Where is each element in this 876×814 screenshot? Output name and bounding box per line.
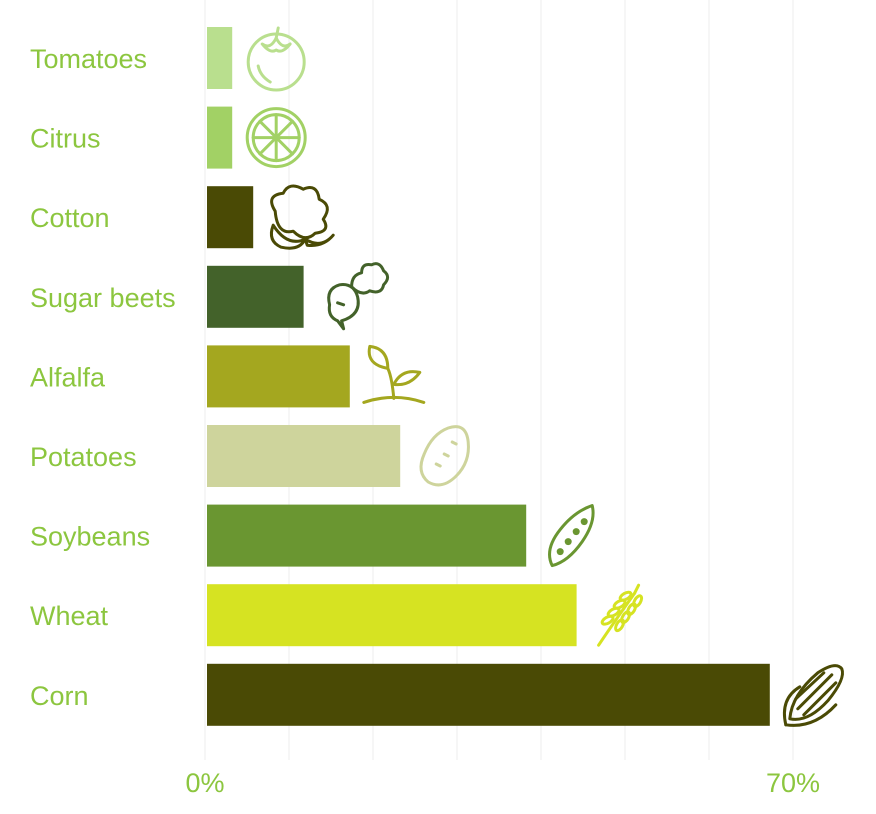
- corn-icon: [782, 664, 844, 727]
- cotton-boll: [270, 184, 329, 240]
- corn-cob: [788, 664, 844, 721]
- corn-husk-right: [784, 703, 838, 727]
- corn-rows: [794, 671, 838, 717]
- citrus-segment: [274, 136, 295, 156]
- bar: [207, 504, 527, 567]
- wheat-grain: [632, 594, 644, 609]
- wheat-icon: [597, 583, 644, 647]
- citrus-segment: [258, 119, 278, 140]
- sugar-beet-icon: [327, 262, 390, 331]
- beet-line: [336, 301, 346, 307]
- potato-body: [419, 425, 470, 487]
- x-tick-label: 70%: [766, 768, 820, 798]
- category-label: Cotton: [30, 203, 110, 233]
- potato-eye: [442, 452, 450, 458]
- corn-husk-left: [782, 685, 802, 727]
- tomato-stem: [274, 26, 280, 40]
- cotton-icon: [269, 184, 335, 250]
- potato-eye: [450, 440, 458, 446]
- category-label: Alfalfa: [30, 362, 106, 392]
- cotton-leaf-right: [303, 233, 335, 247]
- bar: [207, 663, 770, 726]
- category-label: Sugar beets: [30, 283, 176, 313]
- category-label: Citrus: [30, 124, 101, 154]
- tomato-leaves: [260, 36, 292, 53]
- pod-bean: [556, 548, 564, 556]
- sprout-stem: [386, 366, 396, 400]
- alfalfa-sprout-icon: [362, 344, 426, 404]
- bar: [207, 186, 254, 249]
- citrus-rind: [245, 107, 307, 169]
- citrus-segment: [258, 136, 278, 156]
- sprout-leaf-left: [367, 344, 390, 370]
- category-label: Potatoes: [30, 442, 137, 472]
- beet-root: [327, 283, 360, 331]
- citrus-segment: [274, 119, 295, 140]
- beet-leaves: [350, 262, 390, 295]
- bar: [207, 106, 233, 169]
- potato-eye: [434, 462, 442, 468]
- bar: [207, 265, 304, 328]
- pod-bean: [564, 538, 572, 546]
- tomato-body: [246, 32, 306, 92]
- bar: [207, 425, 401, 487]
- category-label: Wheat: [30, 601, 109, 631]
- x-tick-label: 0%: [185, 768, 224, 798]
- tomato-shine: [256, 64, 272, 84]
- bar: [207, 345, 350, 408]
- category-label: Tomatoes: [30, 44, 147, 74]
- potato-icon: [419, 425, 470, 487]
- wheat-tip: [633, 583, 641, 595]
- tomato-icon: [246, 26, 306, 92]
- citrus-icon: [245, 107, 307, 169]
- bar: [207, 584, 577, 647]
- pod-bean: [580, 518, 588, 526]
- cotton-leaf-left: [269, 223, 307, 250]
- pod-shell: [548, 504, 595, 568]
- wheat-grain: [618, 590, 633, 602]
- soybean-pod-icon: [548, 504, 595, 568]
- wheat-stem: [597, 591, 637, 647]
- sprout-leaf-right: [392, 370, 422, 387]
- bar: [207, 27, 233, 89]
- category-label: Corn: [30, 681, 89, 711]
- category-label: Soybeans: [30, 522, 150, 552]
- pod-bean: [572, 528, 580, 536]
